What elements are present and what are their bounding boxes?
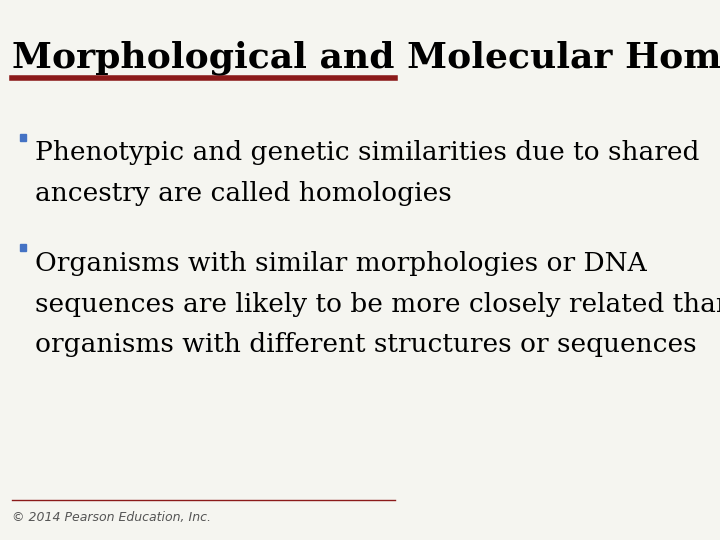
Text: © 2014 Pearson Education, Inc.: © 2014 Pearson Education, Inc. (12, 511, 211, 524)
Text: sequences are likely to be more closely related than: sequences are likely to be more closely … (35, 292, 720, 316)
Text: organisms with different structures or sequences: organisms with different structures or s… (35, 332, 696, 357)
FancyBboxPatch shape (20, 133, 26, 140)
FancyBboxPatch shape (20, 244, 26, 251)
Text: Morphological and Molecular Homologies: Morphological and Molecular Homologies (12, 40, 720, 75)
Text: Phenotypic and genetic similarities due to shared: Phenotypic and genetic similarities due … (35, 140, 699, 165)
Text: ancestry are called homologies: ancestry are called homologies (35, 181, 451, 206)
Text: Organisms with similar morphologies or DNA: Organisms with similar morphologies or D… (35, 251, 647, 276)
